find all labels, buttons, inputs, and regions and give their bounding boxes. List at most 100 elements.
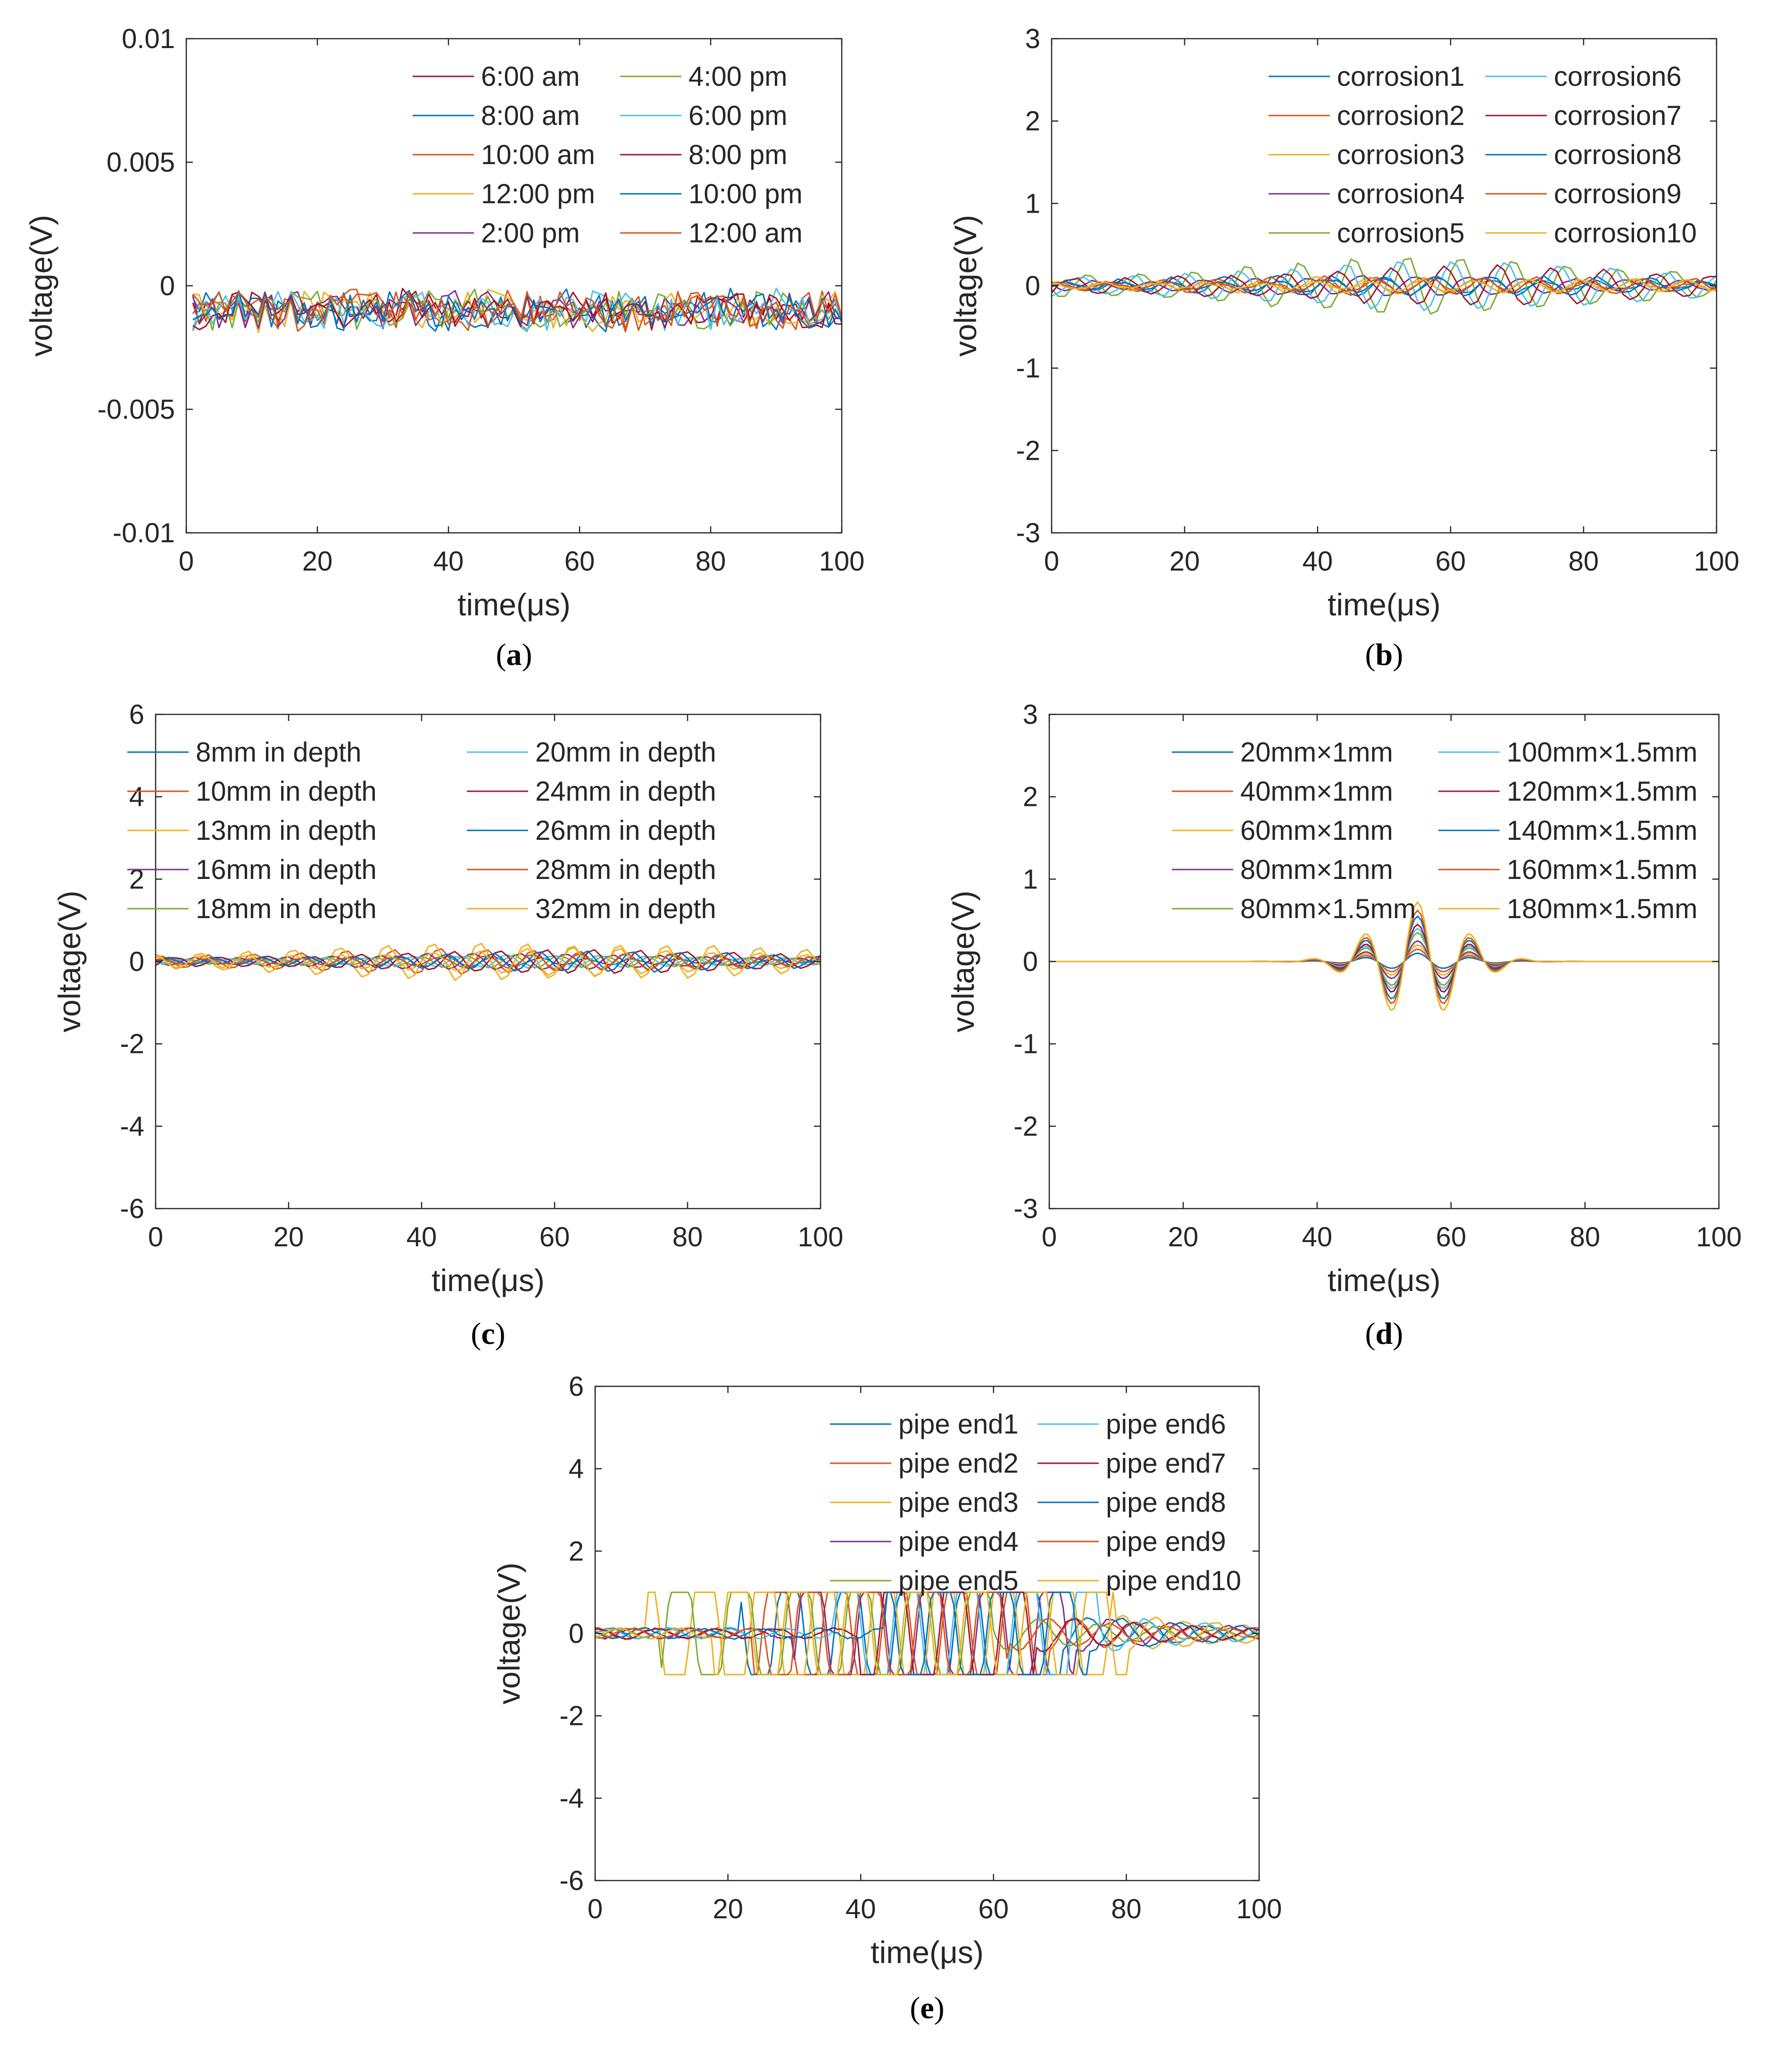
x-tick-label: 40 [1303, 546, 1333, 577]
legend-label-1: 20mm×1mm [1240, 737, 1393, 768]
y-tick-label: 1 [1025, 188, 1040, 219]
legend: 8mm in depth 10mm in depth 13mm in depth 16… [127, 737, 716, 924]
series-line-10 [595, 1591, 1259, 1675]
series-group [156, 943, 821, 981]
x-tick-label: 20 [713, 1894, 743, 1924]
legend-label-6: corrosion6 [1554, 61, 1682, 92]
legend-label-8: pipe end8 [1106, 1487, 1226, 1518]
legend-label-10: pipe end10 [1106, 1566, 1241, 1596]
x-tick-label: 0 [1044, 546, 1059, 577]
series-group [192, 287, 842, 333]
x-tick-label: 100 [1236, 1894, 1282, 1924]
y-tick-label: 2 [1023, 782, 1038, 812]
legend-label-5: 18mm in depth [196, 894, 377, 924]
legend-label-6: 4:00 pm [689, 61, 788, 92]
y-tick-label: 0 [160, 271, 175, 301]
series-line-9 [156, 953, 821, 971]
legend-label-3: 10:00 am [481, 140, 595, 170]
legend-label-4: 16mm in depth [196, 854, 377, 885]
legend-label-10: 12:00 am [689, 218, 803, 249]
y-tick-label: -6 [559, 1865, 584, 1896]
x-tick-label: 20 [1168, 1222, 1199, 1252]
panel-label-a: (a) [496, 638, 532, 672]
x-tick-label: 80 [696, 546, 726, 577]
legend-label-2: pipe end2 [898, 1448, 1019, 1479]
legend-label-1: 6:00 am [481, 61, 580, 92]
y-tick-label: -0.005 [98, 394, 175, 425]
y-tick-label: -2 [559, 1701, 584, 1732]
series-group [595, 1591, 1259, 1675]
panel-label-b: (b) [1365, 638, 1403, 672]
y-axis-label: voltage(V) [946, 891, 980, 1033]
x-tick-label: 60 [1436, 1222, 1467, 1252]
x-tick-label: 20 [1170, 546, 1200, 577]
legend-label-9: corrosion9 [1554, 179, 1682, 209]
y-tick-label: 6 [129, 699, 144, 730]
legend-label-1: 8mm in depth [196, 737, 361, 768]
x-axis-label: time(μs) [871, 1935, 984, 1970]
legend-label-6: 20mm in depth [535, 737, 716, 768]
x-tick-label: 40 [1302, 1222, 1333, 1252]
series-line-10 [156, 945, 821, 979]
y-tick-label: 0.01 [122, 24, 175, 54]
panel-label-e: (e) [910, 1991, 944, 2025]
legend-label-4: corrosion4 [1337, 179, 1465, 209]
x-tick-label: 0 [588, 1894, 603, 1924]
x-tick-label: 60 [539, 1222, 570, 1252]
series-group [1049, 901, 1719, 1011]
series-line-7 [156, 949, 821, 974]
legend-label-2: 40mm×1mm [1240, 776, 1393, 807]
chart-panel-c: 0 20 40 60 80 100 -6 -4 -2 0 2 4 6 time(μs) voltage(V)… [52, 699, 843, 1351]
series-line-8 [156, 950, 821, 973]
legend-label-3: 60mm×1mm [1240, 815, 1393, 846]
legend-label-6: pipe end6 [1106, 1409, 1226, 1440]
plot-area [186, 39, 842, 533]
x-axis-label: time(μs) [1327, 587, 1441, 622]
legend-label-2: 8:00 am [481, 100, 580, 131]
series-line-10 [192, 290, 842, 332]
x-axis-label: time(μs) [431, 1263, 545, 1298]
legend-label-6: 100mm×1.5mm [1507, 737, 1698, 768]
y-tick-label: -3 [1016, 518, 1040, 548]
y-tick-label: -0.01 [113, 518, 175, 548]
series-group [1052, 257, 1717, 315]
legend-label-8: corrosion8 [1554, 140, 1682, 170]
series-line-6 [1052, 261, 1717, 312]
y-tick-label: 0.005 [107, 147, 175, 178]
y-tick-label: -1 [1013, 1029, 1038, 1060]
y-tick-label: 2 [569, 1536, 584, 1566]
legend-label-7: corrosion7 [1554, 100, 1682, 131]
legend-label-3: 13mm in depth [196, 815, 377, 846]
x-axis-label: time(μs) [1327, 1263, 1441, 1298]
y-tick-label: -1 [1016, 353, 1040, 384]
x-tick-label: 60 [979, 1894, 1009, 1924]
legend-label-7: pipe end7 [1106, 1448, 1226, 1479]
legend-label-9: pipe end9 [1106, 1526, 1226, 1557]
y-tick-label: -2 [120, 1029, 144, 1060]
x-tick-label: 100 [1694, 546, 1740, 577]
legend: pipe end1 pipe end2 pipe end3 pipe end4 pipe… [830, 1409, 1241, 1596]
legend-label-3: corrosion3 [1337, 140, 1465, 170]
legend-label-9: 160mm×1.5mm [1507, 854, 1698, 885]
y-tick-label: 0 [129, 946, 144, 977]
series-line-9 [192, 288, 842, 331]
x-tick-label: 0 [148, 1222, 163, 1252]
series-line-7 [1052, 264, 1717, 306]
chart-panel-d: 0 20 40 60 80 100 -3 -2 -1 0 1 2 3 time(μs) voltage(V)… [946, 699, 1742, 1351]
x-tick-label: 60 [1435, 546, 1466, 577]
y-tick-label: 6 [569, 1371, 584, 1402]
series-line-8 [595, 1591, 1259, 1675]
y-tick-label: 3 [1023, 699, 1038, 730]
y-tick-label: 2 [1025, 106, 1040, 137]
legend-label-9: 10:00 pm [689, 179, 803, 209]
series-line-3 [156, 943, 821, 981]
x-tick-label: 20 [302, 546, 333, 577]
series-line-4 [156, 953, 821, 970]
y-tick-label: 0 [1025, 271, 1040, 301]
y-tick-label: 3 [1025, 24, 1040, 54]
legend-label-8: 140mm×1.5mm [1507, 815, 1698, 846]
chart-panel-b: 0 20 40 60 80 100 -3 -2 -1 0 1 2 3 time(μs) voltage(V)… [948, 24, 1739, 672]
y-tick-label: -4 [559, 1783, 584, 1814]
y-tick-label: -4 [120, 1111, 144, 1142]
x-tick-label: 40 [846, 1894, 876, 1924]
